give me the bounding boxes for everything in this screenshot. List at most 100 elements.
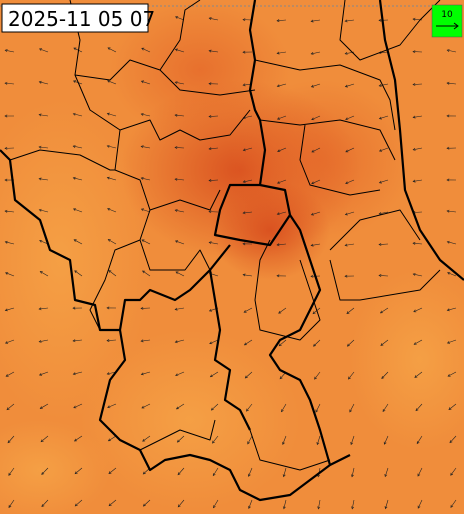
wind-arrow xyxy=(209,50,219,53)
wind-arrow-head xyxy=(247,441,250,445)
wind-arrow xyxy=(39,209,49,213)
wind-arrow xyxy=(281,403,287,412)
wind-arrow-head xyxy=(140,339,144,343)
wind-arrow xyxy=(177,435,185,443)
wind-arrow xyxy=(107,145,117,149)
wind-arrow-head xyxy=(279,376,283,380)
wind-arrow xyxy=(74,435,83,442)
wind-arrow-head xyxy=(4,146,8,150)
wind-arrow xyxy=(379,83,389,87)
wind-arrow xyxy=(413,242,423,245)
wind-arrow-head xyxy=(4,178,8,182)
wind-arrow xyxy=(5,272,15,277)
wind-arrow xyxy=(413,147,423,151)
wind-arrow-head xyxy=(210,407,214,411)
wind-arrow xyxy=(39,114,49,117)
wind-arrow xyxy=(277,243,287,246)
wind-arrow-head xyxy=(310,212,314,216)
wind-arrow-head xyxy=(415,408,419,412)
wind-arrow xyxy=(245,371,253,379)
wind-arrow-head xyxy=(346,311,350,314)
wind-arrow-head xyxy=(4,81,8,85)
wind-arrow-head xyxy=(174,307,178,311)
wind-arrow-head xyxy=(450,472,454,476)
wind-arrow-head xyxy=(351,474,354,478)
wind-arrow xyxy=(39,48,49,53)
timestamp-box xyxy=(1,3,149,33)
wind-arrow-head xyxy=(208,308,213,312)
wind-arrow-head xyxy=(310,243,314,247)
wind-arrow-head xyxy=(314,376,317,380)
wind-arrow-head xyxy=(7,440,11,444)
wind-arrow xyxy=(243,211,253,214)
wind-arrow-head xyxy=(448,407,452,410)
wind-arrow-head xyxy=(412,17,416,21)
wind-arrow-head xyxy=(39,406,43,409)
wind-arrow xyxy=(175,271,185,277)
wind-arrow xyxy=(311,147,321,153)
wind-arrow-head xyxy=(140,113,144,116)
wind-arrow-head xyxy=(107,80,111,83)
wind-arrow xyxy=(5,339,15,344)
wind-arrow-head xyxy=(344,84,348,88)
wind-arrow-head xyxy=(8,504,12,508)
wind-arrow xyxy=(277,19,287,22)
wind-arrow-head xyxy=(446,178,450,182)
wind-arrow xyxy=(175,81,185,85)
wind-arrow xyxy=(107,47,117,53)
wind-arrow xyxy=(175,178,185,181)
timestamp: 2025-11 05 07 xyxy=(8,7,155,31)
wind-arrow-head xyxy=(106,339,110,342)
wind-arrow-head xyxy=(446,114,450,118)
wind-arrow xyxy=(412,83,423,85)
wind-arrow xyxy=(315,403,321,413)
wind-arrow xyxy=(177,467,185,475)
wind-arrow-head xyxy=(208,241,212,245)
wind-arrow xyxy=(41,467,49,475)
wind-arrow xyxy=(413,179,423,182)
wind-arrow-head xyxy=(276,19,280,23)
wind-arrow-head xyxy=(447,373,451,377)
wind-arrow-head xyxy=(412,50,416,54)
wind-arrow-head xyxy=(447,272,451,275)
wind-arrow-head xyxy=(106,176,110,180)
wind-arrow-head xyxy=(243,342,247,346)
wind-arrow xyxy=(414,371,423,378)
wind-arrow-head xyxy=(174,177,178,181)
legend-arrow xyxy=(436,22,459,30)
wind-arrow-head xyxy=(243,310,247,313)
wind-arrow-head xyxy=(72,339,76,343)
wind-arrow xyxy=(177,499,185,508)
wind-arrow-head xyxy=(412,179,416,183)
wind-arrow-head xyxy=(450,504,454,508)
wind-arrow-head xyxy=(242,273,246,277)
wind-arrow xyxy=(107,339,117,341)
wind-arrow xyxy=(314,371,321,380)
wind-arrow xyxy=(447,272,457,277)
wind-arrow xyxy=(416,435,423,444)
wind-arrow xyxy=(73,339,83,342)
wind-arrow-head xyxy=(73,47,77,51)
wind-arrow xyxy=(277,211,287,215)
wind-arrow-head xyxy=(310,19,314,23)
wind-arrow-head xyxy=(380,343,384,346)
wind-arrow xyxy=(141,113,151,117)
wind-arrow-head xyxy=(140,145,144,149)
wind-arrow xyxy=(417,467,423,477)
wind-arrow xyxy=(311,211,321,216)
wind-arrow xyxy=(175,371,185,376)
wind-arrow xyxy=(282,435,287,445)
wind-arrow-head xyxy=(345,181,349,185)
wind-arrow-head xyxy=(4,308,8,312)
wind-arrow-head xyxy=(213,505,216,509)
wind-arrow xyxy=(447,82,457,85)
wind-arrow-head xyxy=(38,208,42,212)
wind-arrow xyxy=(175,307,185,310)
wind-arrow xyxy=(313,339,321,347)
wind-arrow-head xyxy=(141,405,145,409)
wind-arrow xyxy=(107,177,117,181)
wind-arrow-head xyxy=(384,474,388,478)
wind-arrow xyxy=(381,371,389,379)
wind-arrow-head xyxy=(281,409,284,413)
wind-arrow xyxy=(447,49,457,53)
